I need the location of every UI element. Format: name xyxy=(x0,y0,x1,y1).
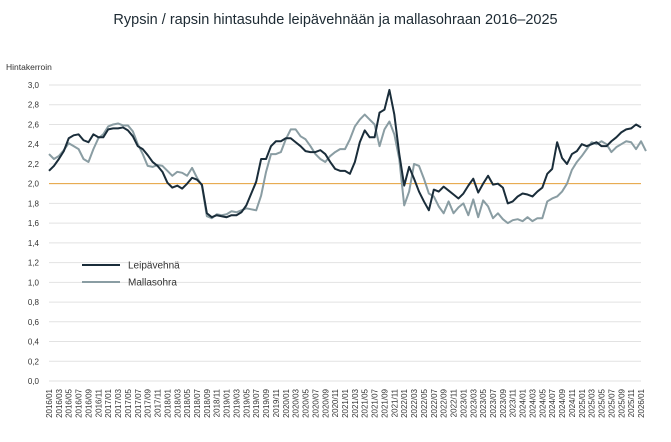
x-tick-label: 2021/05 xyxy=(361,388,370,417)
x-tick-label: 2022/07 xyxy=(430,388,439,417)
x-tick-label: 2018/03 xyxy=(173,388,182,417)
x-tick-label: 2017/01 xyxy=(104,388,113,417)
y-tick-label: 1,2 xyxy=(28,259,40,268)
y-axis-ticks: 0,0 0,2 0,4 0,6 0,8 1,0 1,2 1,4 1,6 1,8 2,0 2,2 2,4 2… xyxy=(28,81,40,386)
y-tick-label: 2,6 xyxy=(28,120,40,129)
x-tick-label: 2019/03 xyxy=(232,388,241,417)
y-tick-label: 0,8 xyxy=(28,298,40,307)
x-tick-label: 2018/07 xyxy=(193,388,202,417)
x-tick-label: 2023/03 xyxy=(469,388,478,417)
x-tick-label: 2025/01 xyxy=(578,388,587,417)
x-tick-label: 2025/05 xyxy=(598,388,607,417)
x-tick-label: 2024/05 xyxy=(538,388,547,417)
x-tick-label: 2020/07 xyxy=(311,388,320,417)
x-axis-ticks: 2016/01 2016/03 2016/05 2016/07 2016/09 2016/… xyxy=(45,388,646,417)
x-tick-label: 2018/11 xyxy=(213,388,222,417)
x-tick-label: 2016/05 xyxy=(65,388,74,417)
x-tick-label: 2024/03 xyxy=(528,388,537,417)
x-tick-label: 2023/07 xyxy=(489,388,498,417)
chart-title: Rypsin / rapsin hintasuhde leipävehnään … xyxy=(113,12,558,28)
x-tick-label: 2020/11 xyxy=(331,388,340,417)
x-tick-label: 2026/01 xyxy=(637,388,646,417)
x-tick-label: 2020/09 xyxy=(321,388,330,417)
x-tick-label: 2016/01 xyxy=(45,388,54,417)
x-tick-label: 2016/03 xyxy=(55,388,64,417)
y-tick-label: 1,0 xyxy=(28,278,40,287)
x-tick-label: 2021/07 xyxy=(371,388,380,417)
x-tick-label: 2021/11 xyxy=(390,388,399,417)
x-tick-label: 2022/11 xyxy=(450,388,459,417)
x-tick-label: 2024/11 xyxy=(568,388,577,417)
x-tick-label: 2017/09 xyxy=(144,388,153,417)
legend-label: Leipävehnä xyxy=(128,261,180,272)
y-tick-label: 0,4 xyxy=(28,338,40,347)
x-tick-label: 2023/05 xyxy=(479,388,488,417)
x-tick-label: 2024/01 xyxy=(519,388,528,417)
x-tick-label: 2020/03 xyxy=(292,388,301,417)
x-tick-label: 2019/05 xyxy=(242,388,251,417)
x-tick-label: 2017/07 xyxy=(134,388,143,417)
y-tick-label: 0,0 xyxy=(28,377,40,386)
x-tick-label: 2025/07 xyxy=(607,388,616,417)
y-tick-label: 3,0 xyxy=(28,81,40,90)
x-tick-label: 2025/11 xyxy=(627,388,636,417)
y-tick-label: 2,8 xyxy=(28,101,40,110)
x-tick-label: 2018/01 xyxy=(163,388,172,417)
series-line-leipävehnä xyxy=(48,88,642,219)
x-tick-label: 2019/09 xyxy=(262,388,271,417)
x-tick-label: 2022/05 xyxy=(420,388,429,417)
x-tick-label: 2021/03 xyxy=(351,388,360,417)
x-tick-label: 2021/09 xyxy=(380,388,389,417)
y-tick-label: 1,8 xyxy=(28,199,40,208)
y-tick-label: 1,6 xyxy=(28,219,40,228)
x-tick-label: 2024/09 xyxy=(558,388,567,417)
x-tick-label: 2022/09 xyxy=(440,388,449,417)
series-line-mallasohra xyxy=(48,113,647,225)
x-tick-label: 2019/11 xyxy=(272,388,281,417)
x-tick-label: 2023/11 xyxy=(509,388,518,417)
x-tick-label: 2017/05 xyxy=(124,388,133,417)
x-tick-label: 2025/09 xyxy=(617,388,626,417)
y-axis-label: Hintakerroin xyxy=(6,62,52,72)
x-tick-label: 2016/07 xyxy=(75,388,84,417)
gridlines xyxy=(49,84,641,382)
x-tick-label: 2025/03 xyxy=(588,388,597,417)
x-tick-label: 2019/07 xyxy=(252,388,261,417)
x-tick-label: 2018/09 xyxy=(203,388,212,417)
y-tick-label: 2,4 xyxy=(28,140,40,149)
x-tick-label: 2022/01 xyxy=(400,388,409,417)
x-tick-label: 2016/11 xyxy=(94,388,103,417)
y-tick-label: 0,2 xyxy=(28,357,40,366)
y-tick-label: 0,6 xyxy=(28,318,40,327)
y-tick-label: 1,4 xyxy=(28,239,40,248)
x-tick-label: 2020/01 xyxy=(282,388,291,417)
x-tick-label: 2017/03 xyxy=(114,388,123,417)
x-tick-label: 2017/11 xyxy=(154,388,163,417)
x-tick-label: 2016/09 xyxy=(84,388,93,417)
x-tick-label: 2018/05 xyxy=(183,388,192,417)
y-tick-label: 2,2 xyxy=(28,160,40,169)
x-tick-label: 2024/07 xyxy=(548,388,557,417)
x-tick-label: 2022/03 xyxy=(410,388,419,417)
legend-label: Mallasohra xyxy=(128,278,177,289)
series-lines xyxy=(48,88,647,225)
legend: Leipävehnä Mallasohra xyxy=(82,261,180,289)
x-tick-label: 2020/05 xyxy=(302,388,311,417)
y-tick-label: 2,0 xyxy=(28,180,40,189)
x-tick-label: 2019/01 xyxy=(223,388,232,417)
x-tick-label: 2023/01 xyxy=(459,388,468,417)
x-tick-label: 2023/09 xyxy=(499,388,508,417)
x-tick-label: 2021/01 xyxy=(341,388,350,417)
